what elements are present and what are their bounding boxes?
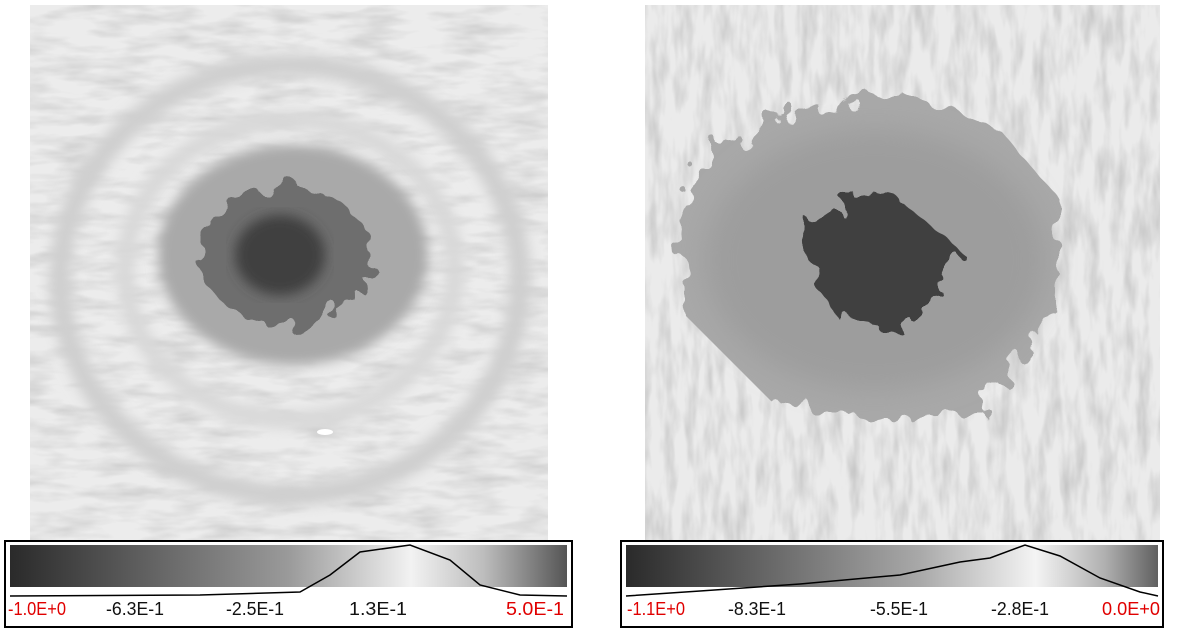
colorbar-tick-label: 1.3E-1 — [349, 599, 407, 619]
figure: -1.0E+0 -6.3E-1 -2.5E-1 1.3E-1 5.0E-1 -1.1E+0… — [0, 0, 1184, 628]
colorbar-tick-label: -6.3E-1 — [106, 599, 164, 619]
colorbar-tick-label: -5.5E-1 — [870, 599, 928, 619]
colorbar-tick-label: -1.0E+0 — [8, 599, 66, 619]
colorbar-tick-label: 0.0E+0 — [1102, 599, 1160, 619]
left-image — [30, 5, 548, 540]
colorbar-tick-label: 5.0E-1 — [506, 599, 564, 619]
colorbar-tick-label: -1.1E+0 — [627, 599, 685, 619]
right-image — [645, 5, 1160, 540]
colorbar-tick-label: -2.5E-1 — [226, 599, 284, 619]
colorbar-tick-label: -8.3E-1 — [728, 599, 786, 619]
left-colorbar — [5, 541, 572, 627]
colorbar-tick-label: -2.8E-1 — [991, 599, 1049, 619]
